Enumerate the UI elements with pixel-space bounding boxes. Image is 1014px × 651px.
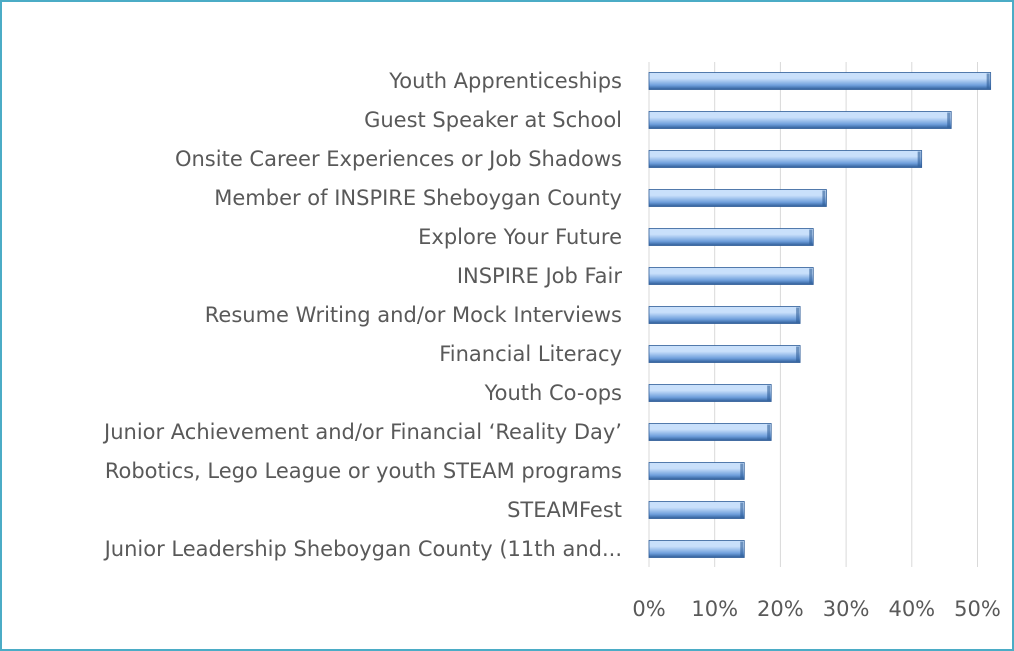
category-label: Resume Writing and/or Mock Interviews: [205, 303, 622, 327]
bar-end-bevel: [740, 541, 744, 557]
bar: [648, 540, 745, 558]
bar: [648, 111, 952, 129]
bar-end-bevel: [822, 190, 826, 206]
category-label: Guest Speaker at School: [364, 108, 622, 132]
bar: [648, 267, 814, 285]
category-label: Junior Achievement and/or Financial ‘Rea…: [102, 420, 622, 444]
category-label: Junior Leadership Sheboygan County (11th…: [103, 537, 622, 561]
category-label: Youth Apprenticeships: [388, 69, 622, 93]
bar-end-bevel: [947, 112, 951, 128]
bar: [648, 306, 801, 324]
bar-end-bevel: [767, 424, 771, 440]
category-label: Youth Co-ops: [484, 381, 622, 405]
category-label: INSPIRE Job Fair: [457, 264, 623, 288]
bar: [648, 345, 801, 363]
bar: [648, 462, 745, 480]
category-label: Explore Your Future: [418, 225, 622, 249]
bar-end-bevel: [740, 502, 744, 518]
bar-end-bevel: [809, 268, 813, 284]
bar: [648, 423, 772, 441]
bar: [648, 228, 814, 246]
x-tick-label: 40%: [888, 597, 935, 621]
bar-end-bevel: [796, 307, 800, 323]
bar-end-bevel: [809, 229, 813, 245]
category-label: STEAMFest: [507, 498, 622, 522]
bar-end-bevel: [740, 463, 744, 479]
x-tick-label: 10%: [691, 597, 738, 621]
bar: [648, 189, 827, 207]
x-tick-label: 20%: [757, 597, 804, 621]
x-tick-label: 50%: [954, 597, 1001, 621]
bar: [648, 501, 745, 519]
bar-end-bevel: [767, 385, 771, 401]
bar-end-bevel: [796, 346, 800, 362]
x-tick-label: 0%: [632, 597, 665, 621]
category-label: Financial Literacy: [439, 342, 622, 366]
category-label: Onsite Career Experiences or Job Shadows: [175, 147, 622, 171]
bar: [648, 72, 992, 90]
bar: [648, 384, 772, 402]
bar-end-bevel: [917, 151, 921, 167]
category-label: Member of INSPIRE Sheboygan County: [214, 186, 622, 210]
x-tick-label: 30%: [823, 597, 870, 621]
category-label: Robotics, Lego League or youth STEAM pro…: [105, 459, 622, 483]
bar: [648, 150, 923, 168]
bar-end-bevel: [986, 73, 990, 89]
